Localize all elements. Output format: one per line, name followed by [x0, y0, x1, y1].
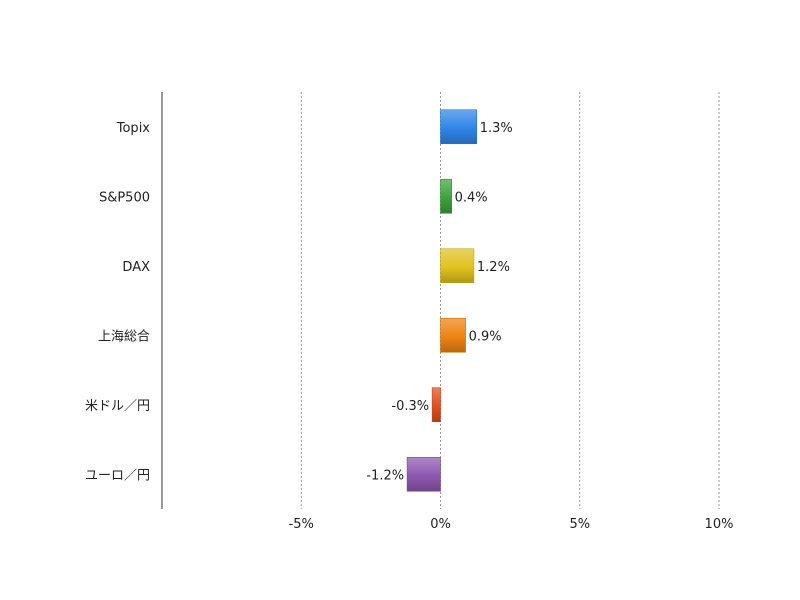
- category-label: Topix: [116, 121, 151, 136]
- bars: [406, 109, 478, 492]
- grid-lines: [300, 92, 720, 509]
- bar-5: [406, 456, 441, 492]
- data-label: 1.2%: [477, 260, 510, 275]
- data-label: 0.9%: [469, 329, 502, 344]
- category-label: DAX: [122, 260, 150, 275]
- data-label: 0.4%: [455, 190, 488, 205]
- category-label: ユーロ／円: [85, 468, 150, 483]
- x-tick-label: 5%: [569, 517, 590, 532]
- data-label: 1.3%: [480, 121, 513, 136]
- category-label: S&P500: [99, 190, 150, 205]
- data-label: -1.2%: [366, 468, 404, 483]
- labels: -5% 0% 5% 10% Topix 1.3% S&P500 0.4% DAX 1.2% 上海総合…: [85, 121, 733, 532]
- x-tick-label: 0%: [430, 517, 451, 532]
- x-tick-label: -5%: [289, 517, 314, 532]
- bar-0: [440, 109, 478, 145]
- category-label: 米ドル／円: [85, 399, 150, 414]
- x-tick-label: 10%: [705, 517, 734, 532]
- bar-4: [431, 387, 441, 423]
- data-label: -0.3%: [391, 399, 429, 414]
- bar-2: [440, 248, 475, 284]
- category-label: 上海総合: [98, 329, 150, 344]
- bar-3: [440, 317, 466, 353]
- bar-1: [440, 178, 452, 214]
